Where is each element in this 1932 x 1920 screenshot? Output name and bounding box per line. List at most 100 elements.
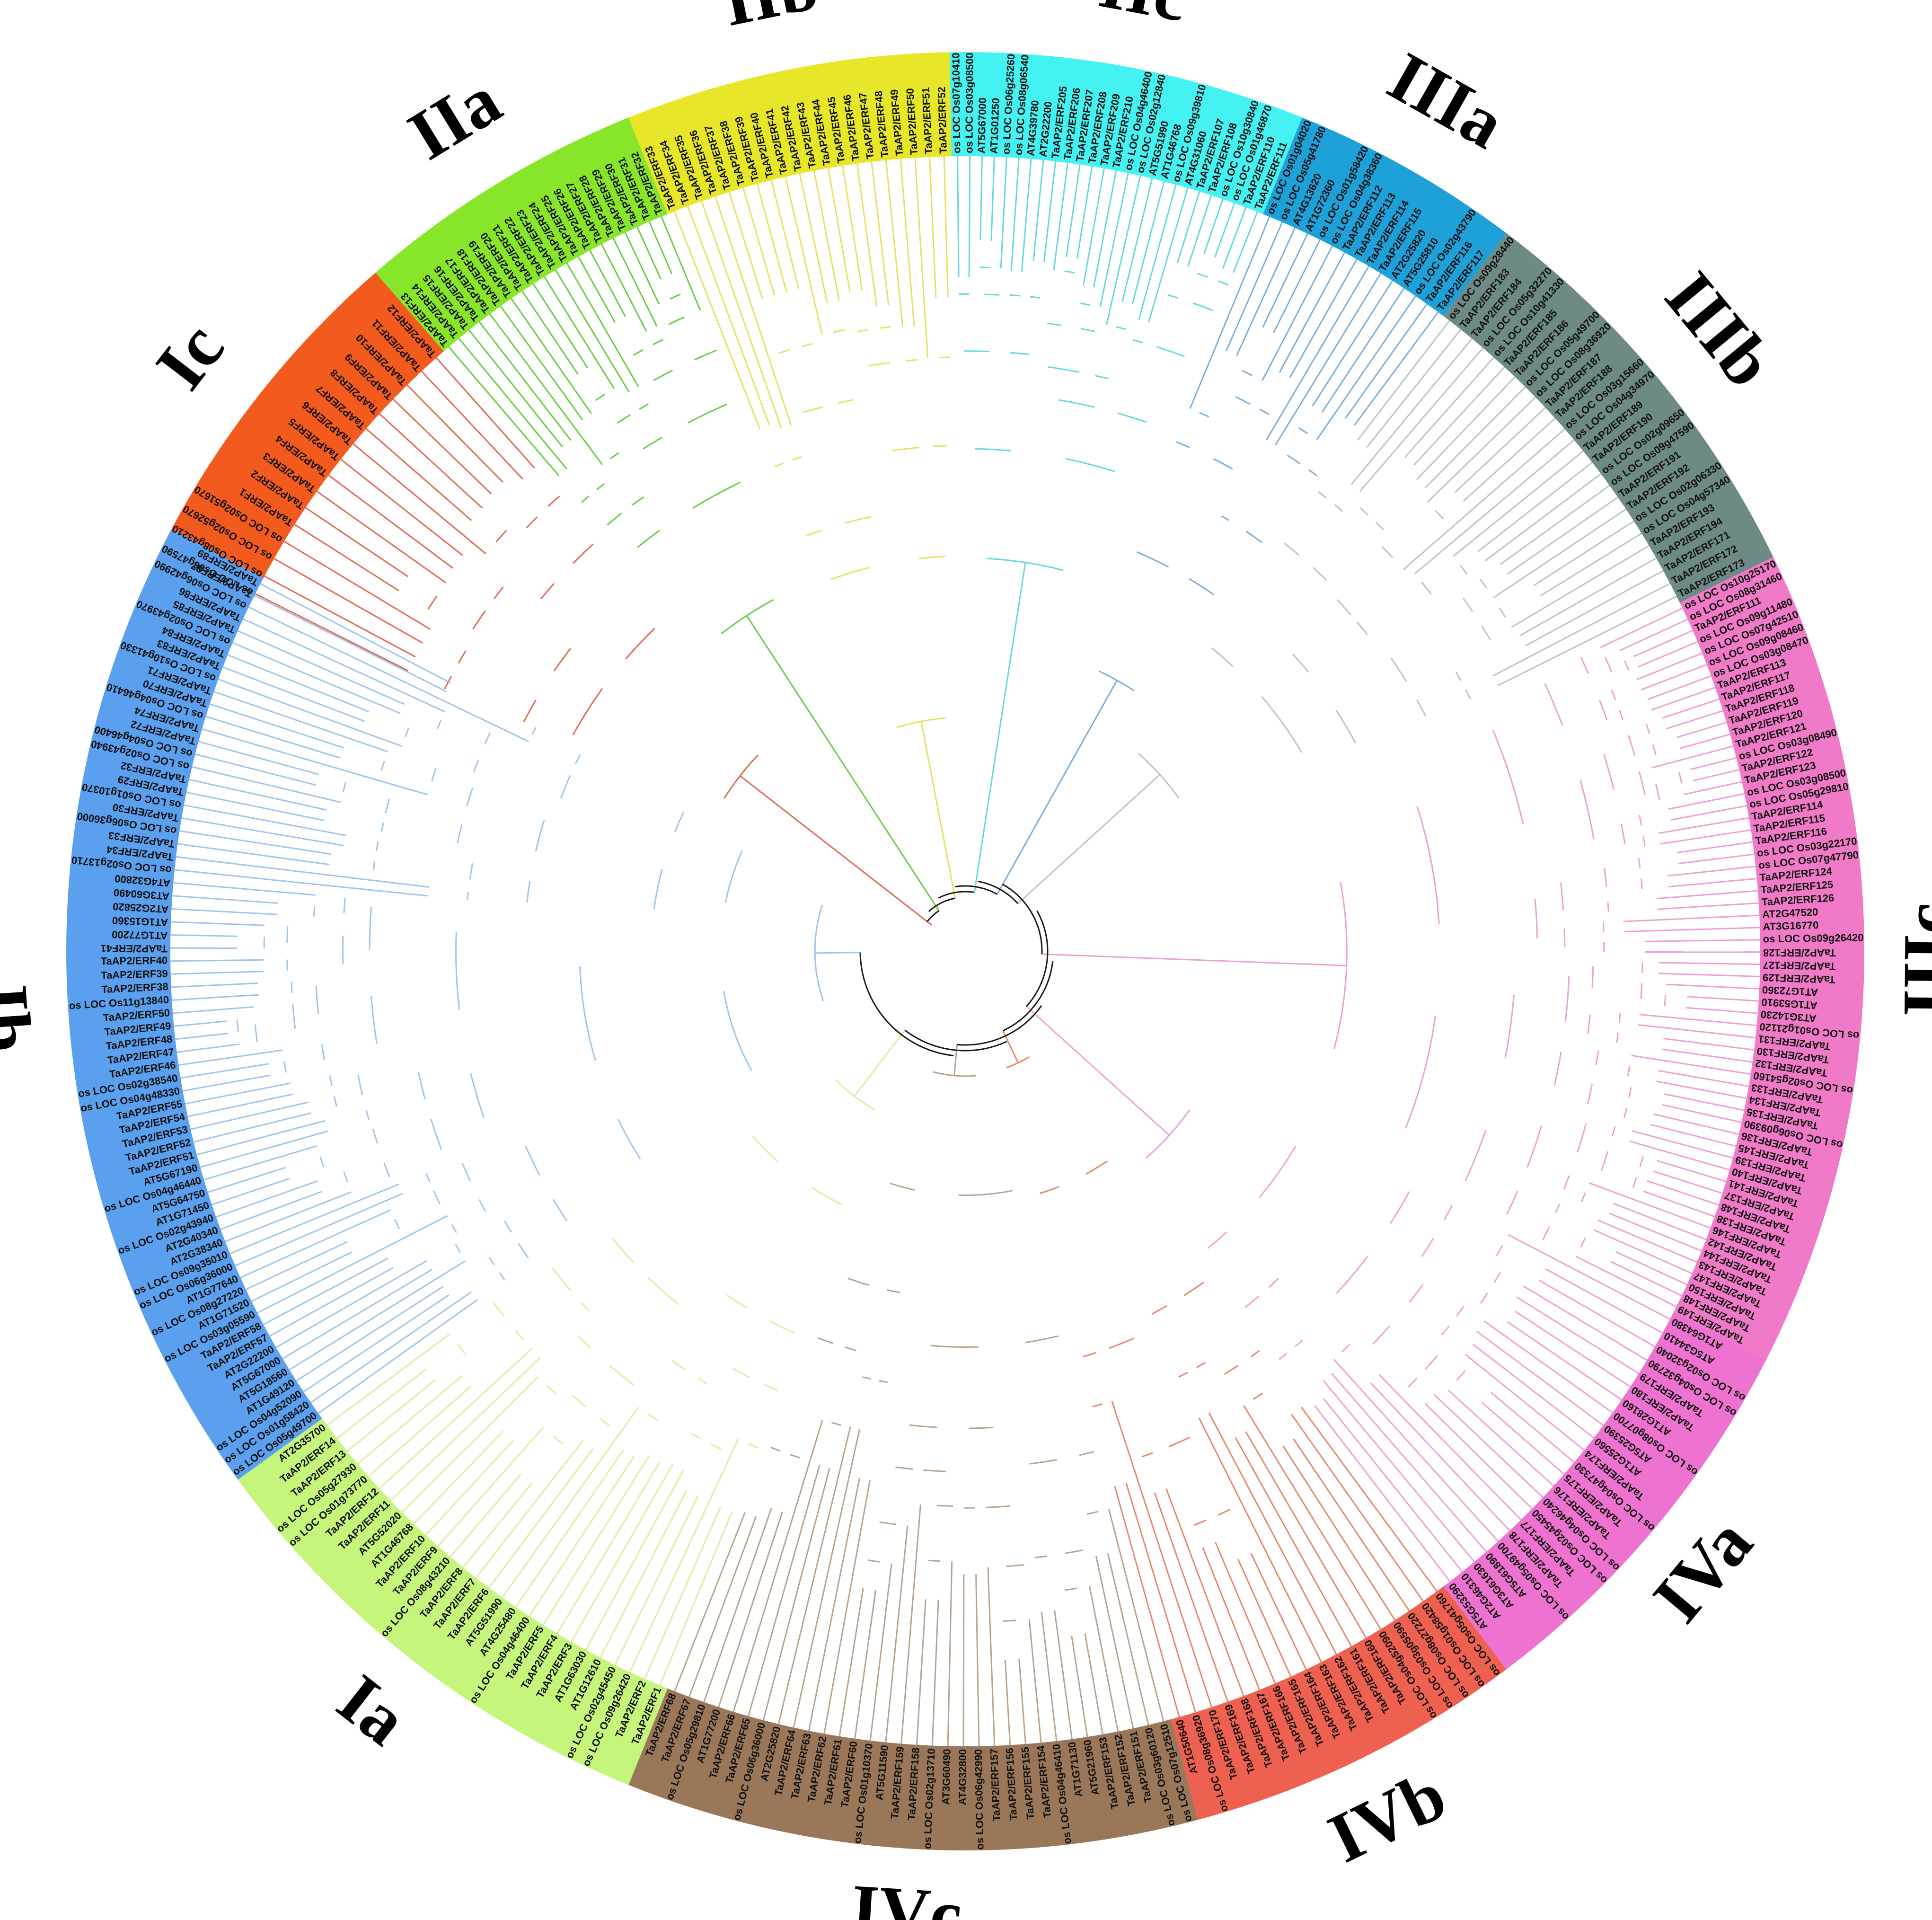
- internal-node-arc: [499, 1272, 505, 1281]
- internal-node-arc: [333, 1096, 337, 1107]
- leaf-branch: [1507, 496, 1618, 575]
- internal-node-arc: [938, 356, 950, 359]
- backbone-arc: [957, 1005, 1042, 1046]
- leaf-branch: [1668, 793, 1745, 810]
- leaf-label: AT5G67000: [975, 97, 988, 154]
- leaf-label: AT4G32800: [957, 1749, 969, 1805]
- leaf-branch: [275, 1260, 428, 1348]
- leaf-branch: [1076, 166, 1093, 259]
- leaf-branch: [1427, 397, 1536, 503]
- internal-node-arc: [770, 1446, 781, 1452]
- internal-node-arc: [458, 650, 467, 664]
- internal-node-arc: [862, 1376, 871, 1380]
- internal-node-arc: [1560, 882, 1564, 911]
- internal-node-arc: [1595, 1050, 1599, 1065]
- internal-node-arc: [369, 907, 372, 950]
- leaf-branch: [1666, 983, 1760, 990]
- leaf-branch: [195, 753, 317, 786]
- internal-node-arc: [365, 1109, 370, 1120]
- internal-node-arc: [1652, 744, 1657, 756]
- internal-node-arc: [283, 1061, 287, 1073]
- clade-stem: [854, 1029, 906, 1097]
- leaf-branch: [688, 1516, 757, 1698]
- clade-ring-IIa: [375, 117, 668, 352]
- internal-node-arc: [581, 495, 590, 503]
- leaf-branch: [1176, 191, 1200, 264]
- leaf-branch: [1657, 902, 1759, 910]
- internal-node-arc: [236, 1020, 239, 1033]
- leaf-branch: [1293, 1438, 1410, 1611]
- leaf-branch: [577, 256, 616, 323]
- leaf-branch: [1447, 1389, 1554, 1486]
- leaf-branch: [1650, 1124, 1737, 1147]
- internal-node-arc: [1292, 653, 1309, 673]
- leaf-branch: [770, 180, 800, 290]
- leaf-branch: [1516, 1296, 1640, 1374]
- internal-node-arc: [553, 1435, 564, 1445]
- internal-node-arc: [844, 1346, 857, 1352]
- internal-node-arc: [286, 926, 289, 943]
- leaf-branch: [1331, 1372, 1487, 1552]
- internal-node-arc: [515, 1330, 524, 1341]
- internal-node-arc: [625, 628, 655, 660]
- leaf-branch: [659, 1512, 733, 1686]
- leaf-branch: [827, 168, 851, 292]
- internal-node-arc: [1577, 1123, 1587, 1152]
- internal-node-arc: [1065, 458, 1116, 472]
- leaf-branch: [1658, 817, 1749, 834]
- leaf-branch: [406, 384, 503, 483]
- internal-node-arc: [1441, 1325, 1450, 1336]
- leaf-label: TaAP2/ERF41: [101, 943, 168, 955]
- leaf-branch: [502, 1407, 639, 1598]
- leaf-branch: [245, 1241, 348, 1291]
- internal-node-arc: [817, 1337, 833, 1345]
- leaf-branch: [1262, 233, 1308, 328]
- internal-node-arc: [455, 1244, 461, 1253]
- leaf-branch: [1226, 221, 1283, 352]
- leaf-branch: [1138, 184, 1177, 320]
- leaf-branch: [1000, 157, 1007, 268]
- internal-node-arc: [1587, 1014, 1591, 1034]
- internal-node-arc: [830, 566, 870, 580]
- leaf-branch: [1670, 805, 1747, 821]
- internal-node-arc: [1197, 273, 1209, 278]
- internal-node-arc: [1611, 689, 1616, 700]
- leaf-branch: [174, 1020, 227, 1027]
- leaf-branch: [213, 690, 388, 752]
- internal-node-arc: [1480, 1292, 1488, 1304]
- internal-node-arc: [1409, 1284, 1424, 1303]
- internal-node-arc: [1604, 657, 1613, 672]
- internal-node-arc: [674, 811, 685, 832]
- internal-node-arc: [1542, 1226, 1550, 1240]
- internal-node-arc: [1083, 1352, 1096, 1358]
- leaf-branch: [900, 1504, 921, 1744]
- tree-branches: [170, 156, 1761, 1747]
- leaf-branch: [251, 1251, 353, 1302]
- internal-node-arc: [811, 1186, 842, 1205]
- leaf-branch: [181, 817, 344, 847]
- internal-node-arc: [1235, 396, 1251, 405]
- internal-node-arc: [790, 1453, 801, 1459]
- leaf-branch: [914, 158, 929, 358]
- leaf-branch: [1633, 629, 1693, 657]
- internal-node-arc: [697, 1377, 707, 1384]
- internal-node-arc: [1639, 814, 1642, 826]
- backbone-arc: [859, 952, 954, 1057]
- leaf-branch: [392, 398, 492, 495]
- internal-node-arc: [417, 1072, 426, 1099]
- leaf-branch: [187, 1093, 293, 1117]
- leaf-branch: [1222, 207, 1247, 269]
- leaf-label: TaAP2/ERF127: [1763, 959, 1836, 973]
- leaf-branch: [1314, 1405, 1451, 1582]
- leaf-branch: [1676, 722, 1727, 738]
- internal-node-arc: [1156, 346, 1185, 357]
- leaf-branch: [1533, 520, 1634, 586]
- internal-node-arc: [692, 481, 741, 509]
- leaf-branch: [468, 329, 563, 448]
- leaf-branch: [1519, 557, 1657, 637]
- internal-node-arc: [668, 316, 685, 325]
- clade-label-IIb: IIb: [716, 0, 825, 41]
- leaf-branch: [1147, 187, 1189, 323]
- internal-node-arc: [1242, 370, 1253, 376]
- internal-node-arc: [930, 1345, 979, 1348]
